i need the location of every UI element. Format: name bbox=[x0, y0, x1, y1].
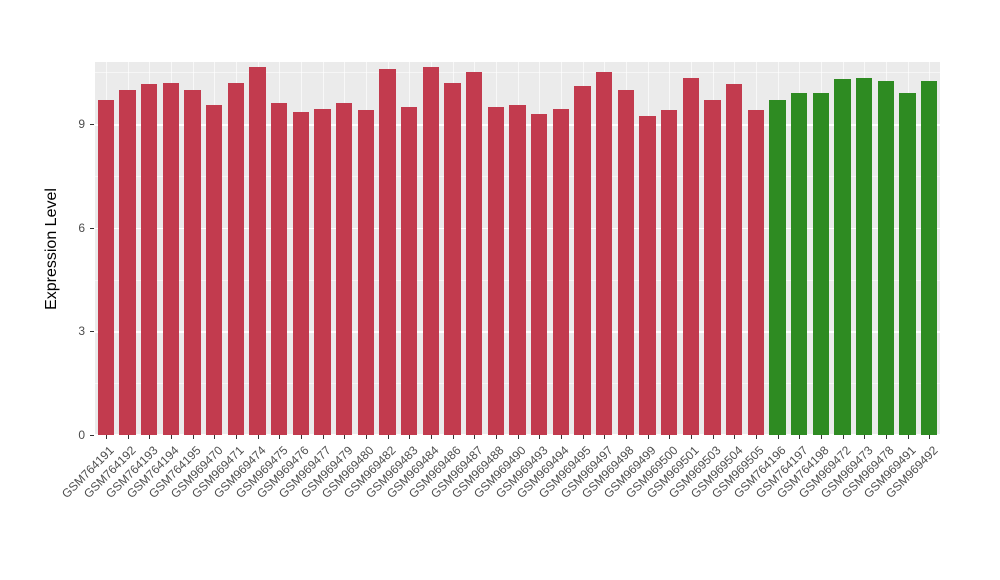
bar-GSM969505 bbox=[747, 110, 764, 435]
bar-GSM969493 bbox=[531, 113, 548, 435]
x-tick-mark bbox=[625, 435, 627, 439]
y-tick-mark bbox=[90, 227, 94, 229]
x-tick-mark bbox=[387, 435, 389, 439]
bar-GSM764192 bbox=[119, 89, 136, 435]
x-tick-mark bbox=[885, 435, 887, 439]
bar-GSM764196 bbox=[769, 100, 786, 435]
y-axis-title: Expression Level bbox=[43, 187, 60, 310]
plot-panel bbox=[95, 62, 940, 436]
x-tick-mark bbox=[647, 435, 649, 439]
x-tick-mark bbox=[842, 435, 844, 439]
bar-GSM969487 bbox=[466, 72, 483, 435]
x-tick-mark bbox=[300, 435, 302, 439]
bar-GSM969495 bbox=[574, 86, 591, 435]
y-tick-label: 9 bbox=[78, 117, 85, 132]
bar-GSM764191 bbox=[97, 100, 114, 435]
x-tick-mark bbox=[170, 435, 172, 439]
x-tick-mark bbox=[279, 435, 281, 439]
bar-GSM969490 bbox=[509, 105, 526, 435]
bar-GSM969480 bbox=[357, 110, 374, 435]
bar-GSM764194 bbox=[162, 82, 179, 435]
bar-GSM969484 bbox=[422, 67, 439, 435]
bar-GSM969501 bbox=[682, 77, 699, 435]
bar-GSM969500 bbox=[661, 110, 678, 435]
bar-GSM969491 bbox=[899, 93, 916, 435]
x-tick-mark bbox=[539, 435, 541, 439]
bar-GSM969494 bbox=[552, 108, 569, 435]
x-tick-mark bbox=[409, 435, 411, 439]
x-tick-mark bbox=[864, 435, 866, 439]
bar-GSM764197 bbox=[791, 93, 808, 435]
y-tick-label: 3 bbox=[78, 324, 85, 339]
x-tick-mark bbox=[192, 435, 194, 439]
bar-GSM969477 bbox=[314, 108, 331, 435]
y-tick-label: 0 bbox=[78, 428, 85, 442]
bar-GSM969476 bbox=[292, 112, 309, 435]
x-tick-mark bbox=[734, 435, 736, 439]
bar-GSM969499 bbox=[639, 115, 656, 435]
bar-GSM969498 bbox=[617, 89, 634, 435]
x-tick-mark bbox=[322, 435, 324, 439]
y-tick-mark bbox=[90, 331, 94, 333]
x-tick-mark bbox=[127, 435, 129, 439]
x-tick-mark bbox=[517, 435, 519, 439]
x-tick-mark bbox=[452, 435, 454, 439]
x-tick-mark bbox=[690, 435, 692, 439]
bar-GSM969504 bbox=[726, 84, 743, 435]
x-tick-mark bbox=[604, 435, 606, 439]
bar-GSM969497 bbox=[596, 72, 613, 435]
bar-GSM969488 bbox=[487, 106, 504, 435]
y-tick-mark bbox=[90, 124, 94, 126]
bar-GSM969483 bbox=[401, 106, 418, 435]
x-tick-mark bbox=[214, 435, 216, 439]
bar-GSM969475 bbox=[271, 103, 288, 435]
x-tick-mark bbox=[235, 435, 237, 439]
x-tick-mark bbox=[669, 435, 671, 439]
x-tick-mark bbox=[777, 435, 779, 439]
bar-GSM764193 bbox=[141, 84, 158, 435]
x-tick-mark bbox=[755, 435, 757, 439]
y-tick-label: 6 bbox=[78, 220, 85, 235]
x-tick-mark bbox=[582, 435, 584, 439]
bar-GSM969473 bbox=[856, 77, 873, 435]
y-tick-mark bbox=[90, 435, 94, 436]
bar-GSM969482 bbox=[379, 68, 396, 435]
x-tick-mark bbox=[560, 435, 562, 439]
bar-GSM969478 bbox=[877, 81, 894, 435]
x-tick-mark bbox=[105, 435, 107, 439]
bar-GSM764195 bbox=[184, 89, 201, 435]
x-tick-mark bbox=[365, 435, 367, 439]
bar-GSM969486 bbox=[444, 82, 461, 435]
bar-GSM969470 bbox=[206, 105, 223, 435]
bar-GSM969503 bbox=[704, 100, 721, 435]
x-tick-mark bbox=[495, 435, 497, 439]
x-tick-mark bbox=[929, 435, 931, 439]
x-tick-mark bbox=[257, 435, 259, 439]
bar-GSM969492 bbox=[921, 81, 938, 435]
x-tick-mark bbox=[799, 435, 801, 439]
x-tick-mark bbox=[907, 435, 909, 439]
x-tick-mark bbox=[474, 435, 476, 439]
bar-GSM969472 bbox=[834, 79, 851, 435]
x-tick-mark bbox=[712, 435, 714, 439]
bar-GSM969474 bbox=[249, 67, 266, 435]
bar-GSM969471 bbox=[227, 82, 244, 435]
bar-GSM969479 bbox=[336, 103, 353, 435]
x-tick-mark bbox=[344, 435, 346, 439]
bar-GSM764198 bbox=[812, 93, 829, 435]
x-tick-mark bbox=[149, 435, 151, 439]
x-tick-mark bbox=[820, 435, 822, 439]
x-tick-mark bbox=[430, 435, 432, 439]
